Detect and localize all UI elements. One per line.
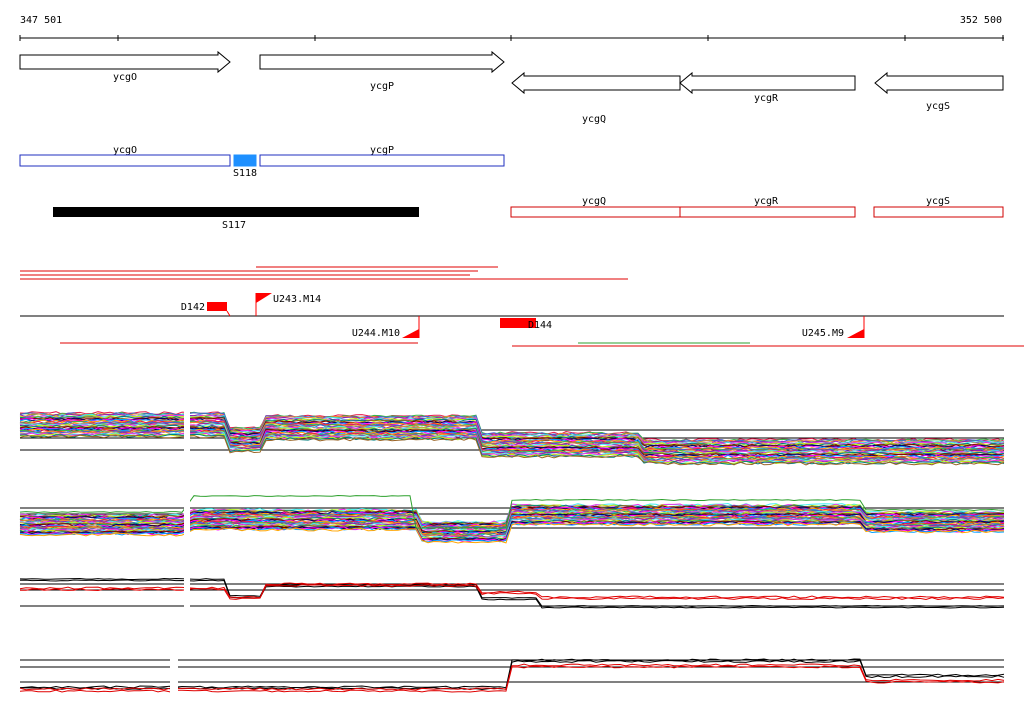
- gene-label: ycgS: [926, 101, 950, 112]
- end-coordinate: 352 500: [960, 15, 1002, 26]
- feature-block-D142[interactable]: [207, 302, 227, 311]
- reverse-operon-track: ycgQ ycgR ycgS: [510, 196, 1004, 218]
- feature-label: D144: [528, 320, 552, 331]
- coordinate-ruler: 347 501 352 500: [19, 15, 1004, 41]
- expression-panel-2: [19, 485, 1005, 545]
- gene-arrow-ycgQ[interactable]: [511, 71, 681, 95]
- start-coordinate: 347 501: [20, 15, 62, 26]
- gene-arrow-ycgP[interactable]: [259, 50, 505, 74]
- gene-label: ycgP: [370, 81, 394, 92]
- flag-U245-M9[interactable]: [847, 329, 864, 338]
- trace-gap: [184, 570, 190, 612]
- feature-label: U243.M14: [273, 294, 321, 305]
- operon-box-ycgQ[interactable]: [510, 206, 681, 218]
- operon-label: S118: [233, 168, 257, 179]
- expression-panel-1: [19, 400, 1005, 466]
- gene-label: ycgQ: [582, 114, 606, 125]
- operon-box-ycgR[interactable]: [679, 206, 856, 218]
- operon-label: ycgO: [113, 145, 137, 156]
- trace-gap: [184, 400, 190, 460]
- forward-operon-track: ycgO S118 ycgP: [19, 145, 505, 179]
- expression-panel-4: [19, 650, 1005, 700]
- feature-connector: [226, 310, 231, 317]
- operon-box-ycgP[interactable]: [259, 154, 505, 167]
- feature-label: U245.M9: [802, 328, 844, 339]
- gene-labels: ycgO ycgP ycgQ ycgR ycgS: [113, 72, 950, 125]
- flag-U244-M10[interactable]: [402, 329, 419, 338]
- gene-arrow-ycgO[interactable]: [19, 50, 231, 74]
- gene-arrow-ycgR[interactable]: [679, 71, 856, 95]
- region-bar-S117[interactable]: [53, 207, 419, 217]
- trace-gap: [184, 485, 190, 545]
- flag-U243-M14[interactable]: [256, 293, 272, 303]
- operon-label: ycgR: [754, 196, 779, 207]
- operon-label: ycgQ: [582, 196, 606, 207]
- operon-box-ycgS[interactable]: [873, 206, 1004, 218]
- feature-label: D142: [181, 302, 205, 313]
- trace-gap: [170, 650, 178, 700]
- operon-label: ycgP: [370, 145, 394, 156]
- expression-trace: [19, 577, 1005, 608]
- operon-box-S118[interactable]: [233, 154, 257, 167]
- gene-track: [19, 50, 1004, 95]
- operon-box-ycgO[interactable]: [19, 154, 231, 167]
- operon-label: ycgS: [926, 196, 950, 207]
- expression-trace: [19, 665, 1005, 693]
- expression-panel-3: [19, 570, 1005, 612]
- region-track: S117: [53, 207, 419, 231]
- read-coverage-lines: [20, 266, 628, 280]
- gene-label: ycgO: [113, 72, 137, 83]
- gene-arrow-ycgS[interactable]: [874, 71, 1004, 95]
- feature-block-D144[interactable]: [500, 318, 536, 328]
- expression-trace: [19, 663, 1005, 691]
- feature-track: D142 U243.M14 U244.M10 D144 U245.M9: [20, 293, 1024, 347]
- feature-label: U244.M10: [352, 328, 400, 339]
- region-label: S117: [222, 220, 246, 231]
- gene-label: ycgR: [754, 93, 779, 104]
